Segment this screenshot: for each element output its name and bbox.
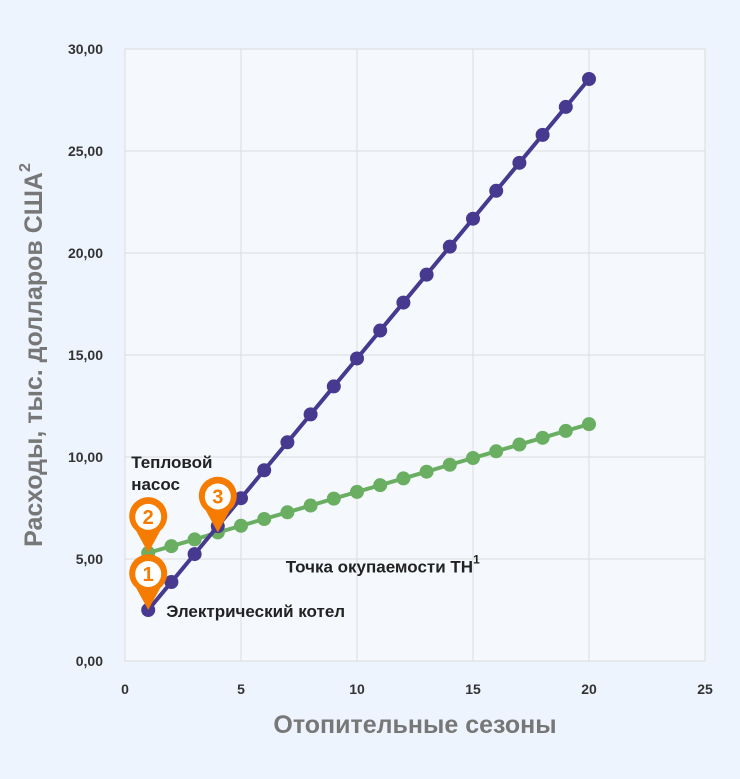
y-tick-label: 20,00	[68, 245, 103, 261]
y-tick-label: 10,00	[68, 449, 103, 465]
annotation-label: Точка окупаемости ТН1	[286, 552, 480, 576]
data-point	[326, 379, 341, 394]
data-point	[582, 417, 596, 432]
data-point	[257, 512, 272, 527]
data-point	[489, 444, 504, 459]
data-point	[535, 430, 550, 445]
annotation-marker-3: 3	[198, 476, 237, 533]
pin-number: 1	[143, 564, 154, 586]
y-tick-label: 5,00	[76, 551, 103, 567]
annotation-label: Электрический котел	[166, 602, 345, 621]
x-tick-label: 5	[237, 681, 245, 697]
data-point	[419, 267, 434, 282]
pin-number: 3	[212, 486, 223, 508]
y-tick-label: 30,00	[68, 41, 103, 57]
annotation-label: насос	[131, 475, 180, 494]
data-point	[373, 478, 388, 493]
data-point	[234, 518, 248, 533]
data-point	[234, 491, 248, 506]
data-point	[326, 491, 341, 506]
x-axis-label: Отопительные сезоны	[273, 711, 556, 739]
data-point	[396, 471, 411, 486]
data-point	[187, 547, 202, 562]
data-point	[466, 211, 480, 226]
annotation-label: Тепловой	[131, 453, 212, 472]
y-tick-label: 0,00	[76, 653, 103, 669]
data-point	[280, 435, 295, 450]
data-point	[303, 498, 318, 513]
x-tick-label: 15	[465, 681, 481, 697]
data-point	[164, 539, 179, 554]
annotation-marker-2: 2	[129, 497, 168, 553]
data-point	[350, 484, 364, 499]
x-tick-label: 0	[121, 681, 129, 697]
data-point	[582, 71, 596, 86]
data-point	[187, 532, 202, 547]
annotation-marker-1: 1	[129, 554, 168, 610]
y-axis-label: Расходы, тыс. долларов США2	[17, 163, 48, 547]
data-point	[512, 155, 527, 170]
data-point	[512, 437, 527, 452]
data-point	[396, 295, 411, 310]
data-point	[373, 323, 388, 338]
data-point	[350, 351, 364, 366]
data-point	[442, 239, 457, 254]
data-point	[419, 464, 434, 479]
x-tick-label: 25	[697, 681, 713, 697]
data-point	[535, 127, 550, 142]
data-point	[303, 407, 318, 422]
y-tick-label: 25,00	[68, 143, 103, 159]
pin-number: 2	[143, 507, 154, 529]
data-point	[164, 575, 179, 590]
data-point	[257, 463, 272, 478]
data-point	[558, 99, 573, 114]
y-tick-label: 15,00	[68, 347, 103, 363]
x-tick-label: 20	[581, 681, 597, 697]
data-point	[442, 457, 457, 472]
data-point	[489, 183, 504, 198]
pin-inner	[135, 503, 162, 530]
pin-inner	[135, 561, 162, 587]
x-tick-label: 10	[349, 681, 365, 697]
data-point	[466, 451, 480, 466]
data-point	[558, 423, 573, 438]
data-point	[280, 505, 295, 520]
pin-inner	[204, 483, 231, 510]
